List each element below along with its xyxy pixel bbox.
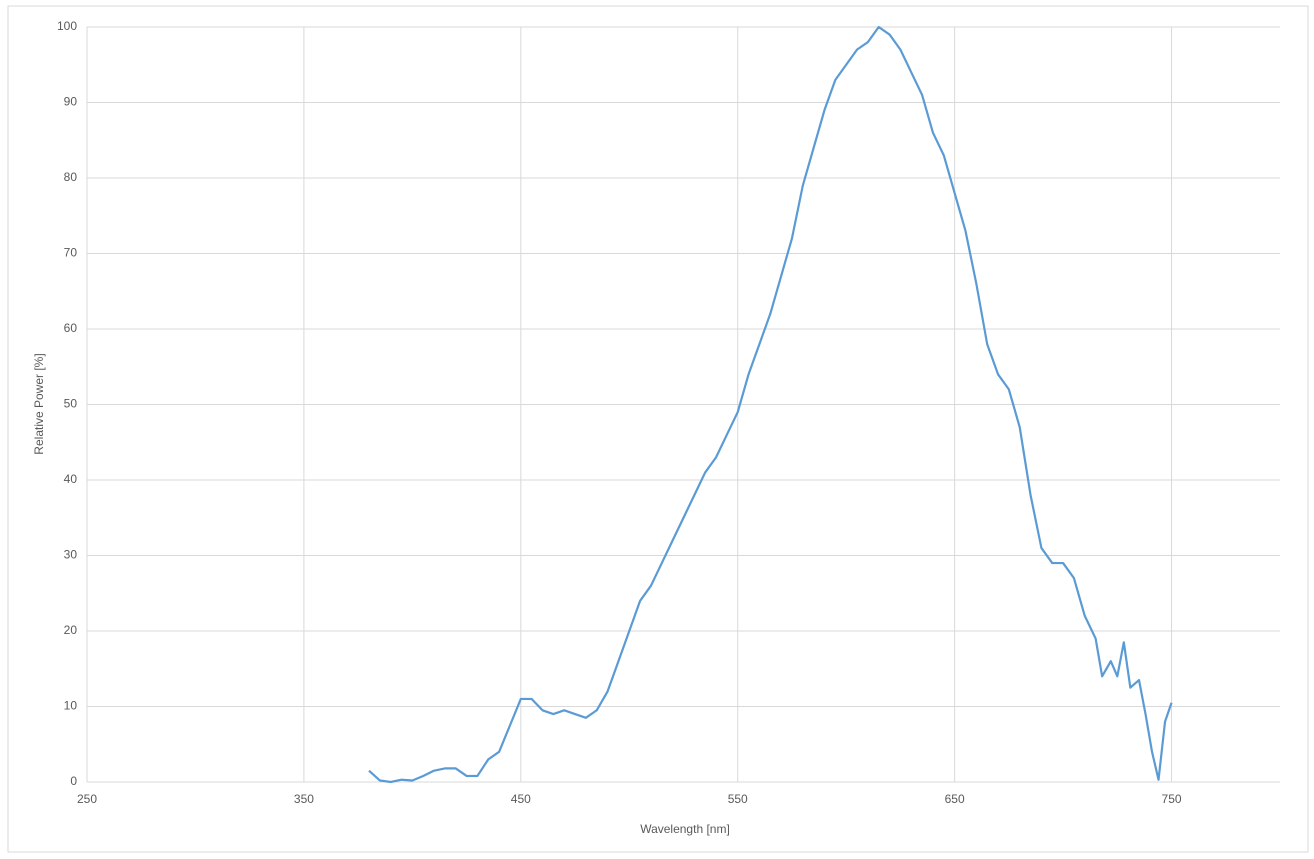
y-tick-label: 90 <box>64 95 78 109</box>
y-tick-label: 80 <box>64 170 78 184</box>
y-tick-label: 10 <box>64 699 78 713</box>
x-tick-label: 550 <box>728 792 748 806</box>
y-tick-label: 60 <box>64 321 78 335</box>
y-tick-label: 100 <box>57 19 77 33</box>
y-axis-label: Relative Power [%] <box>32 353 46 454</box>
data-line <box>368 25 1173 784</box>
y-tick-label: 40 <box>64 472 78 486</box>
y-tick-label: 20 <box>64 623 78 637</box>
x-tick-label: 750 <box>1162 792 1182 806</box>
x-tick-label: 450 <box>511 792 531 806</box>
y-tick-label: 50 <box>64 397 78 411</box>
chart-frame <box>7 5 1309 853</box>
x-axis-label: Wavelength [nm] <box>640 822 730 836</box>
x-tick-label: 250 <box>77 792 97 806</box>
y-tick-label: 70 <box>64 246 78 260</box>
y-tick-label: 30 <box>64 548 78 562</box>
x-tick-label: 650 <box>945 792 965 806</box>
x-tick-label: 350 <box>294 792 314 806</box>
y-tick-label: 0 <box>70 774 77 788</box>
